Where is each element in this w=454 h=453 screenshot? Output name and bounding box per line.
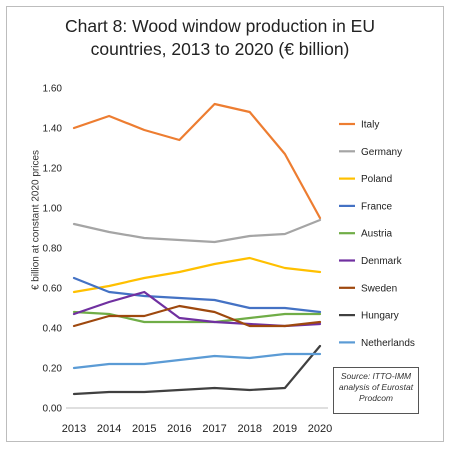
y-tick-label: 0.80 — [43, 244, 63, 255]
series-line-france — [72, 276, 322, 314]
chart-title-line-2: countries, 2013 to 2020 (€ billion) — [90, 39, 350, 59]
series-line-poland — [72, 256, 322, 294]
legend-label-hungary: Hungary — [361, 311, 399, 322]
series-line-germany — [72, 218, 322, 244]
series-layer — [72, 102, 322, 396]
y-tick-label: 1.20 — [43, 164, 63, 175]
y-tick-label: 0.20 — [43, 364, 63, 375]
series-line-italy — [72, 102, 322, 220]
series-line-hungary — [72, 344, 322, 396]
x-tick-label: 2013 — [62, 423, 86, 435]
chart-title-line-1: Chart 8: Wood window production in EU — [65, 16, 375, 36]
x-tick-label: 2016 — [167, 423, 191, 435]
y-tick-label: 0.60 — [43, 284, 63, 295]
source-note: Source: ITTO-IMM analysis of Eurostat Pr… — [333, 367, 419, 414]
x-tick-label: 2015 — [132, 423, 156, 435]
x-tick-label: 2020 — [308, 423, 332, 435]
chart-title: Chart 8: Wood window production in EU co… — [20, 15, 420, 61]
legend-label-france: France — [361, 201, 393, 212]
legend-label-poland: Poland — [361, 174, 392, 185]
y-tick-label: 0.00 — [43, 404, 63, 415]
axis-layer: 0.00 0.20 0.40 0.60 0.80 1.00 1.20 1.40 1.60 2013… — [43, 84, 333, 436]
legend: Italy Germany Poland France Austria Denmark Sw… — [339, 120, 415, 349]
y-tick-label: 1.00 — [43, 204, 63, 215]
legend-label-denmark: Denmark — [361, 256, 403, 267]
y-tick-label: 0.40 — [43, 324, 63, 335]
series-line-sweden — [72, 304, 322, 328]
series-line-netherlands — [72, 352, 322, 370]
x-tick-label: 2018 — [237, 423, 261, 435]
x-tick-label: 2017 — [202, 423, 226, 435]
legend-label-sweden: Sweden — [361, 283, 397, 294]
legend-label-germany: Germany — [361, 147, 402, 158]
legend-label-italy: Italy — [361, 120, 379, 131]
y-tick-label: 1.40 — [43, 124, 63, 135]
x-tick-label: 2019 — [273, 423, 297, 435]
legend-label-netherlands: Netherlands — [361, 338, 415, 349]
legend-label-austria: Austria — [361, 229, 393, 240]
x-tick-label: 2014 — [97, 423, 121, 435]
y-tick-label: 1.60 — [43, 84, 63, 95]
